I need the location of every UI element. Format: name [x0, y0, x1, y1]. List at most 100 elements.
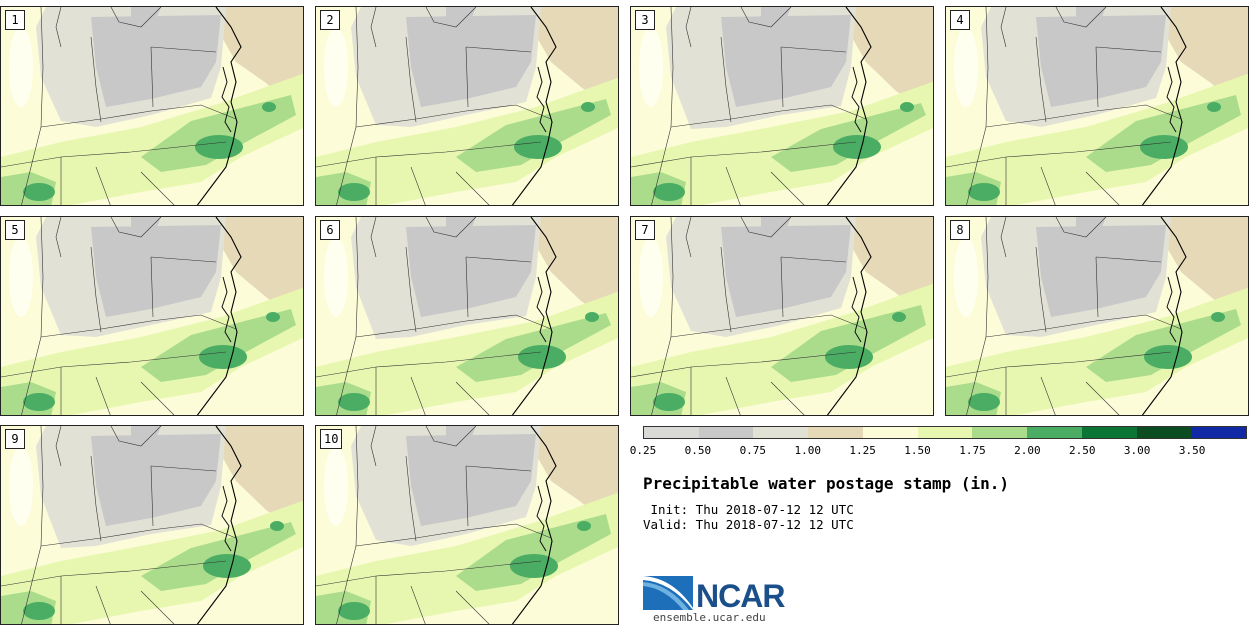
stamp-number: 9	[5, 429, 25, 449]
chesapeake-coast	[851, 276, 862, 343]
field-tan-region	[486, 217, 618, 326]
chesapeake-coast	[536, 485, 547, 552]
field-midgreen-southwest	[23, 393, 55, 411]
state-border	[150, 256, 154, 318]
chesapeake-coast	[1166, 276, 1177, 343]
stamp-panel[interactable]: 5	[0, 216, 304, 416]
precip-water-map	[316, 426, 618, 624]
stamp-panel[interactable]: 6	[315, 216, 619, 416]
lake-shore	[110, 7, 162, 28]
colorbar-swatch	[1027, 427, 1082, 438]
coastline	[1141, 7, 1187, 205]
colorbar-tick-label: 3.50	[1178, 444, 1206, 457]
state-border	[1085, 381, 1120, 415]
coastline	[196, 217, 242, 415]
colorbar-tick-label: 0.25	[629, 444, 657, 457]
colorbar-tick-label: 0.75	[739, 444, 767, 457]
state-border	[966, 217, 989, 415]
field-cream-west	[324, 237, 348, 317]
state-border	[405, 455, 417, 542]
field-tan-region	[801, 217, 933, 326]
state-border	[1, 141, 227, 168]
field-midgreen-spot	[1211, 312, 1225, 322]
stamp-number: 2	[320, 10, 340, 30]
stamp-panel[interactable]: 4	[945, 6, 1249, 206]
state-border	[780, 46, 847, 53]
stamp-panel[interactable]: 3	[630, 6, 934, 206]
colorbar-swatch	[1136, 427, 1192, 438]
stamp-panel[interactable]: 1	[0, 6, 304, 206]
precip-water-map	[1, 217, 303, 415]
colorbar-swatch	[644, 427, 699, 438]
colorbar-tick-label: 1.00	[794, 444, 821, 457]
site-url[interactable]: ensemble.ucar.edu	[653, 611, 766, 624]
state-border	[150, 465, 154, 527]
valid-time: Valid: Thu 2018-07-12 12 UTC	[643, 517, 854, 532]
lake-shore	[1000, 7, 1007, 48]
field-cream-west	[9, 446, 33, 526]
field-midgreen-core	[203, 554, 251, 578]
field-lightgreen-band	[946, 73, 1248, 205]
field-midgreen-core	[518, 345, 566, 369]
state-border	[651, 7, 674, 205]
colorbar-tick-label: 3.00	[1123, 444, 1151, 457]
field-tan-region	[171, 217, 303, 326]
chesapeake-coast	[536, 276, 547, 343]
stamp-panel[interactable]: 10	[315, 425, 619, 625]
coastline	[196, 7, 242, 205]
coastline	[826, 7, 872, 205]
field-midgreen-core	[825, 345, 873, 369]
coastline	[196, 426, 242, 624]
state-border	[90, 455, 102, 542]
colorbar-swatch	[698, 427, 754, 438]
state-border	[355, 314, 552, 338]
state-border	[725, 376, 741, 415]
state-border	[465, 465, 532, 472]
field-green-band	[456, 514, 611, 591]
state-border	[946, 351, 1172, 378]
lake-shore	[425, 217, 477, 238]
field-cream-west	[9, 27, 33, 107]
lake-shore	[740, 217, 792, 238]
lake-shore	[55, 7, 62, 48]
coastline	[1141, 217, 1187, 415]
state-border	[465, 256, 469, 318]
state-border	[1, 560, 227, 587]
field-green-band	[1086, 95, 1241, 172]
state-border	[21, 7, 44, 205]
precip-water-map	[631, 7, 933, 205]
field-grey-region	[1036, 225, 1166, 317]
state-border	[40, 314, 237, 338]
field-lightgreen-band	[316, 492, 618, 624]
field-cream-west	[639, 237, 663, 317]
state-border	[985, 104, 1182, 128]
stamp-panel[interactable]: 9	[0, 425, 304, 625]
coastline	[511, 426, 557, 624]
lake-shore	[55, 426, 62, 467]
precip-water-map	[946, 7, 1248, 205]
colorbar-tick-label: 1.75	[959, 444, 986, 457]
lake-shore	[425, 426, 477, 447]
state-border	[355, 104, 552, 128]
stamp-panel[interactable]: 7	[630, 216, 934, 416]
stamp-panel[interactable]: 2	[315, 6, 619, 206]
stamp-number: 5	[5, 220, 25, 240]
field-lightgreen-band	[1, 287, 303, 415]
field-cream-west	[954, 27, 978, 107]
field-midgreen-core	[833, 135, 881, 159]
lake-shore	[425, 7, 477, 28]
colorbar-tick-label: 2.50	[1069, 444, 1096, 457]
lake-shore	[740, 7, 792, 28]
colorbar-swatch	[753, 427, 809, 438]
state-border	[651, 217, 674, 415]
stamp-panel[interactable]: 8	[945, 216, 1249, 416]
field-tan-region	[1116, 7, 1248, 116]
field-grey-region	[91, 225, 221, 317]
state-border	[1035, 36, 1047, 123]
field-midgreen-southwest	[338, 393, 370, 411]
lake-shore	[1055, 7, 1107, 28]
state-border	[966, 7, 989, 205]
state-border	[410, 585, 426, 624]
state-border	[465, 465, 469, 527]
state-border	[770, 171, 805, 205]
